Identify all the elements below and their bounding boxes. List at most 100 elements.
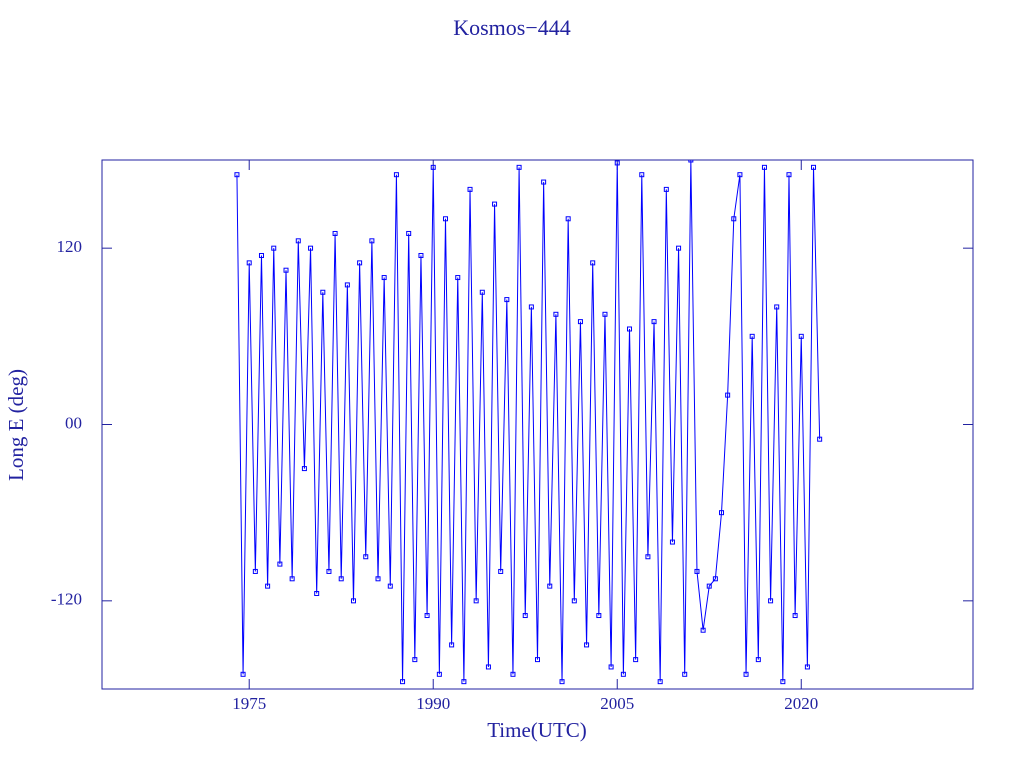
marker	[418, 253, 424, 259]
y-axis-label: Long E (deg)	[4, 369, 28, 481]
marker	[761, 164, 767, 170]
marker	[792, 613, 798, 619]
chart-title: Kosmos−444	[453, 15, 571, 40]
marker	[645, 554, 651, 560]
marker	[663, 186, 669, 192]
marker	[479, 289, 485, 295]
marker	[412, 657, 418, 663]
marker	[786, 172, 792, 178]
x-tick-label: 1990	[416, 694, 450, 713]
marker	[289, 576, 295, 582]
marker	[252, 568, 258, 574]
marker	[553, 311, 559, 317]
y-tick-label: -120	[51, 590, 82, 609]
marker	[614, 160, 620, 166]
marker	[590, 260, 596, 266]
marker	[731, 216, 737, 222]
marker	[467, 186, 473, 192]
marker	[258, 253, 264, 259]
marker	[577, 319, 583, 325]
marker	[627, 326, 633, 332]
marker	[547, 583, 553, 589]
marker	[436, 671, 442, 677]
marker	[516, 164, 522, 170]
marker	[774, 304, 780, 310]
marker	[498, 568, 504, 574]
marker	[510, 671, 516, 677]
marker	[350, 598, 356, 604]
marker	[492, 201, 498, 207]
marker	[338, 576, 344, 582]
marker	[651, 319, 657, 325]
marker	[565, 216, 571, 222]
marker	[381, 275, 387, 281]
marker	[393, 172, 399, 178]
marker	[639, 172, 645, 178]
marker	[277, 561, 283, 567]
series	[234, 160, 823, 685]
marker	[755, 657, 761, 663]
marker	[676, 245, 682, 251]
marker	[246, 260, 252, 266]
marker	[694, 568, 700, 574]
marker	[657, 679, 663, 685]
marker	[571, 598, 577, 604]
marker	[608, 664, 614, 670]
marker	[308, 245, 314, 251]
marker	[700, 627, 706, 633]
marker	[424, 613, 430, 619]
marker	[485, 664, 491, 670]
marker	[326, 568, 332, 574]
marker	[541, 179, 547, 185]
x-tick-label: 2020	[784, 694, 818, 713]
marker	[400, 679, 406, 685]
marker	[449, 642, 455, 648]
marker	[528, 304, 534, 310]
marker	[706, 583, 712, 589]
marker	[749, 333, 755, 339]
marker	[535, 657, 540, 663]
marker	[768, 598, 774, 604]
marker	[461, 679, 467, 685]
marker	[369, 238, 375, 244]
marker	[633, 657, 639, 663]
marker	[688, 160, 694, 163]
marker	[265, 583, 271, 589]
marker	[682, 671, 688, 677]
marker	[357, 260, 363, 266]
plot-frame	[101, 159, 974, 690]
marker	[559, 679, 565, 685]
marker	[596, 613, 602, 619]
marker	[725, 392, 731, 398]
marker	[669, 539, 675, 545]
marker	[798, 333, 804, 339]
marker	[712, 576, 718, 582]
marker	[719, 510, 725, 516]
marker	[375, 576, 381, 582]
marker	[430, 164, 436, 170]
marker	[817, 436, 823, 442]
marker	[620, 671, 626, 677]
marker	[737, 172, 743, 178]
marker	[584, 642, 590, 648]
marker	[602, 311, 608, 317]
x-axis-label: Time(UTC)	[487, 718, 587, 742]
marker	[442, 216, 448, 222]
marker	[522, 613, 528, 619]
marker	[504, 297, 510, 303]
marker	[811, 164, 817, 170]
marker	[283, 267, 289, 273]
marker	[234, 172, 240, 178]
marker	[271, 245, 277, 251]
marker	[295, 238, 301, 244]
line	[236, 160, 821, 682]
marker	[344, 282, 350, 288]
marker	[743, 671, 749, 677]
marker	[240, 671, 246, 677]
marker	[780, 679, 786, 685]
x-tick-label: 1975	[232, 694, 266, 713]
marker	[804, 664, 810, 670]
y-tick-label: 00	[65, 413, 82, 432]
marker	[455, 275, 461, 281]
